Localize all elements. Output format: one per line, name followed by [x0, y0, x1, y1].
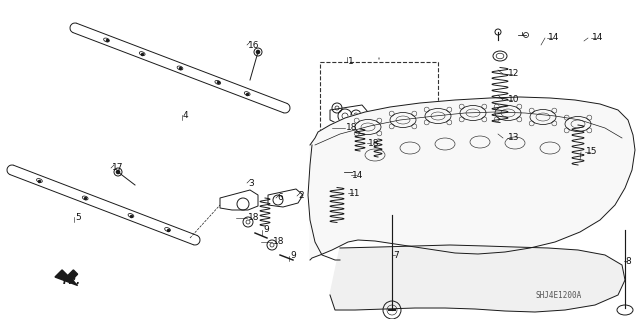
Text: 3: 3 [248, 179, 253, 188]
Text: 14: 14 [548, 33, 559, 42]
Text: FR.: FR. [63, 276, 81, 286]
Text: 18: 18 [368, 138, 380, 147]
Text: 18: 18 [248, 213, 259, 222]
Text: 11: 11 [349, 189, 360, 197]
Bar [320, 62, 438, 162]
Text: 8: 8 [625, 256, 631, 265]
Text: 12: 12 [508, 70, 520, 78]
Polygon shape [55, 270, 77, 286]
Circle shape [116, 170, 120, 174]
Text: 5: 5 [75, 212, 81, 221]
Polygon shape [330, 245, 625, 312]
Text: 13: 13 [508, 133, 520, 143]
Text: 1: 1 [348, 57, 354, 66]
Text: 14: 14 [352, 170, 364, 180]
Text: SHJ4E1200A: SHJ4E1200A [535, 291, 581, 300]
Text: 6: 6 [277, 194, 283, 203]
Text: 9: 9 [263, 226, 269, 234]
Polygon shape [310, 97, 635, 260]
Text: 14: 14 [592, 33, 604, 42]
Text: 16: 16 [248, 41, 259, 49]
Text: 9: 9 [290, 251, 296, 261]
Text: 2: 2 [298, 191, 303, 201]
Text: 18: 18 [273, 238, 285, 247]
Text: 7: 7 [393, 250, 399, 259]
Text: 17: 17 [112, 164, 124, 173]
Text: 4: 4 [183, 110, 189, 120]
Text: 18: 18 [346, 123, 358, 132]
Circle shape [257, 50, 260, 54]
Text: 10: 10 [508, 95, 520, 105]
Text: 15: 15 [586, 147, 598, 157]
